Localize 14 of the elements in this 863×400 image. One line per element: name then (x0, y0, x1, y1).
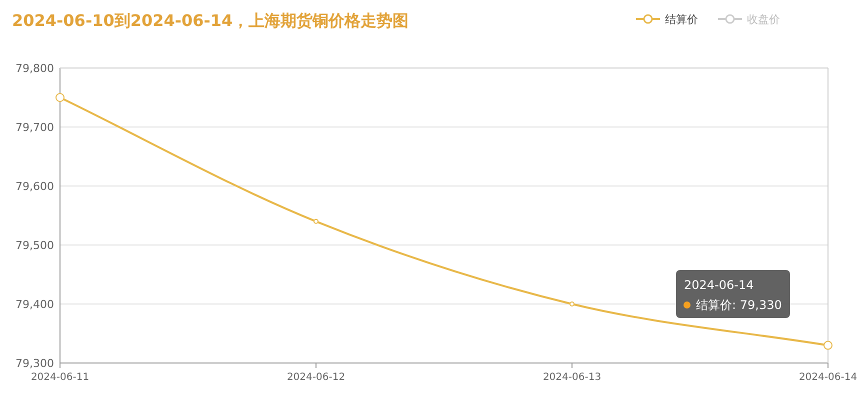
x-tick-label: 2024-06-14 (798, 372, 858, 383)
chart-title: 2024-06-10到2024-06-14，上海期货铜价格走势图 (12, 11, 409, 30)
y-tick-label: 79,400 (16, 298, 54, 311)
legend-label: 结算价 (665, 13, 698, 26)
x-tick-label: 2024-06-13 (542, 372, 602, 383)
y-tick-label: 79,300 (16, 357, 54, 370)
annotation: 2024-06-14 结算价: 79,330 (684, 278, 782, 312)
y-tick-label: 79,500 (16, 239, 54, 252)
x-tick-label: 2024-06-11 (30, 372, 90, 383)
x-tick-label: 2024-06-12 (286, 372, 346, 383)
legend-label: 收盘价 (747, 13, 780, 26)
y-tick-label: 79,600 (16, 180, 54, 193)
y-tick-label: 79,700 (16, 121, 54, 134)
y-tick-label: 79,800 (16, 62, 54, 75)
